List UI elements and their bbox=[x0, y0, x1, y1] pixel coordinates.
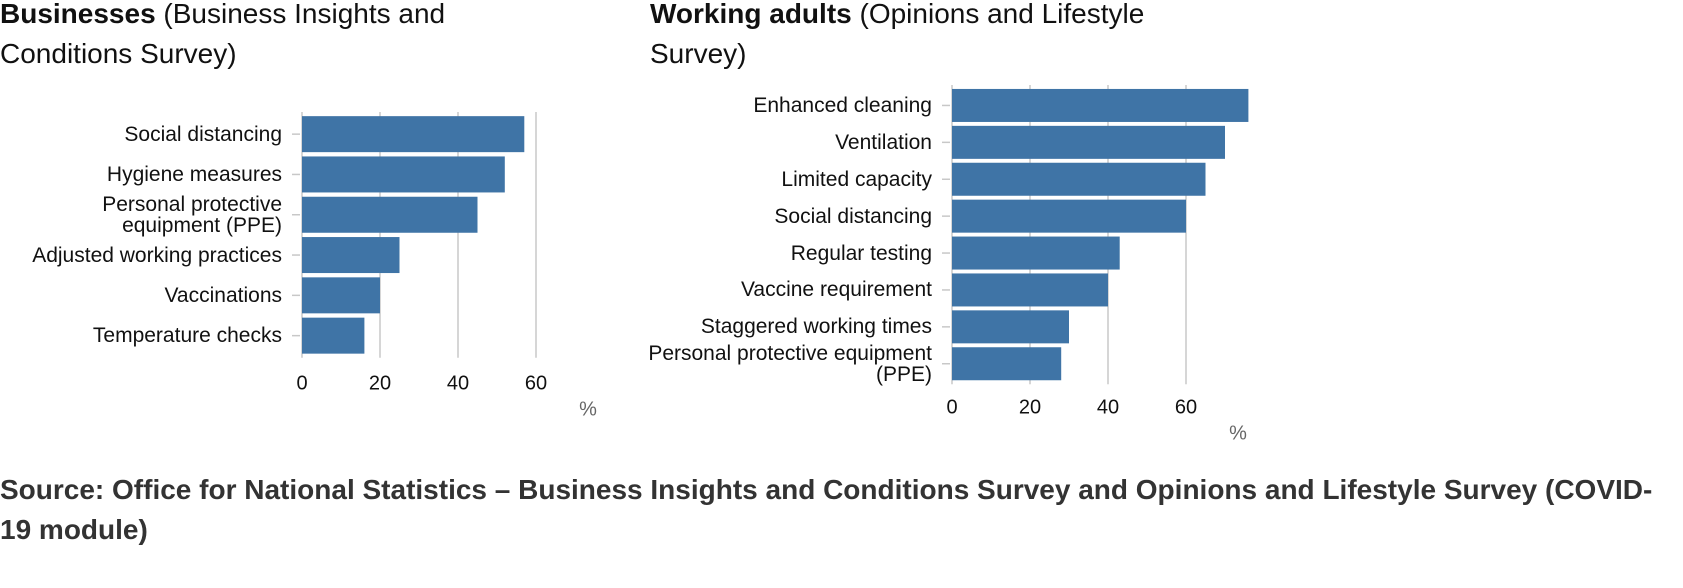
y-tick-label: Vaccinations bbox=[164, 283, 282, 307]
bar bbox=[302, 277, 380, 314]
bar bbox=[302, 237, 400, 274]
chart-title: Businesses (Business Insights and Condit… bbox=[0, 0, 520, 74]
x-axis-label: % bbox=[579, 398, 597, 420]
x-tick-label: 60 bbox=[1175, 396, 1197, 418]
title-bold: Working adults bbox=[650, 0, 852, 29]
x-tick-label: 60 bbox=[525, 372, 547, 394]
title-sub: (Business Insights and Conditions Survey… bbox=[0, 0, 446, 69]
source: Source: Office for National Statistics –… bbox=[0, 474, 1653, 545]
bar bbox=[302, 116, 525, 153]
y-tick-label: Personal protective equipment (PPE) bbox=[102, 192, 282, 237]
y-tick-label: Enhanced cleaning bbox=[753, 93, 932, 117]
y-tick-label: Temperature checks bbox=[92, 324, 282, 348]
bar bbox=[952, 162, 1206, 196]
y-tick-label: Hygiene measures bbox=[106, 162, 282, 186]
x-tick-label: 20 bbox=[369, 372, 391, 394]
x-tick-label: 40 bbox=[1097, 396, 1119, 418]
bar bbox=[952, 125, 1225, 159]
bar bbox=[952, 88, 1249, 122]
bar bbox=[302, 317, 365, 354]
x-tick-label: 20 bbox=[1019, 396, 1041, 418]
y-tick-label: Limited capacity bbox=[781, 167, 932, 191]
y-tick-label: Staggered working times bbox=[700, 315, 932, 339]
bar bbox=[952, 347, 1062, 381]
x-axis-label: % bbox=[1229, 422, 1247, 444]
title-bold: Businesses bbox=[0, 0, 156, 29]
y-tick-label: Social distancing bbox=[774, 204, 932, 228]
y-tick-label: Regular testing bbox=[790, 241, 932, 265]
bar bbox=[952, 273, 1108, 307]
y-tick-label: Social distancing bbox=[124, 122, 282, 146]
bar bbox=[952, 310, 1069, 344]
bar bbox=[302, 156, 505, 193]
x-tick-label: 0 bbox=[946, 396, 957, 418]
y-tick-label: Adjusted working practices bbox=[32, 243, 282, 267]
x-tick-label: 0 bbox=[296, 372, 307, 394]
chart-title: Working adults (Opinions and Lifestyle S… bbox=[650, 0, 1230, 74]
bar bbox=[952, 236, 1120, 270]
y-tick-label: Vaccine requirement bbox=[740, 278, 932, 302]
bar bbox=[952, 199, 1186, 233]
y-tick-label: Personal protective equipment (PPE) bbox=[648, 341, 932, 386]
bar bbox=[302, 196, 478, 233]
x-tick-label: 40 bbox=[447, 372, 469, 394]
title-sub: (Opinions and Lifestyle Survey) bbox=[650, 0, 1145, 69]
y-tick-label: Ventilation bbox=[835, 130, 932, 154]
